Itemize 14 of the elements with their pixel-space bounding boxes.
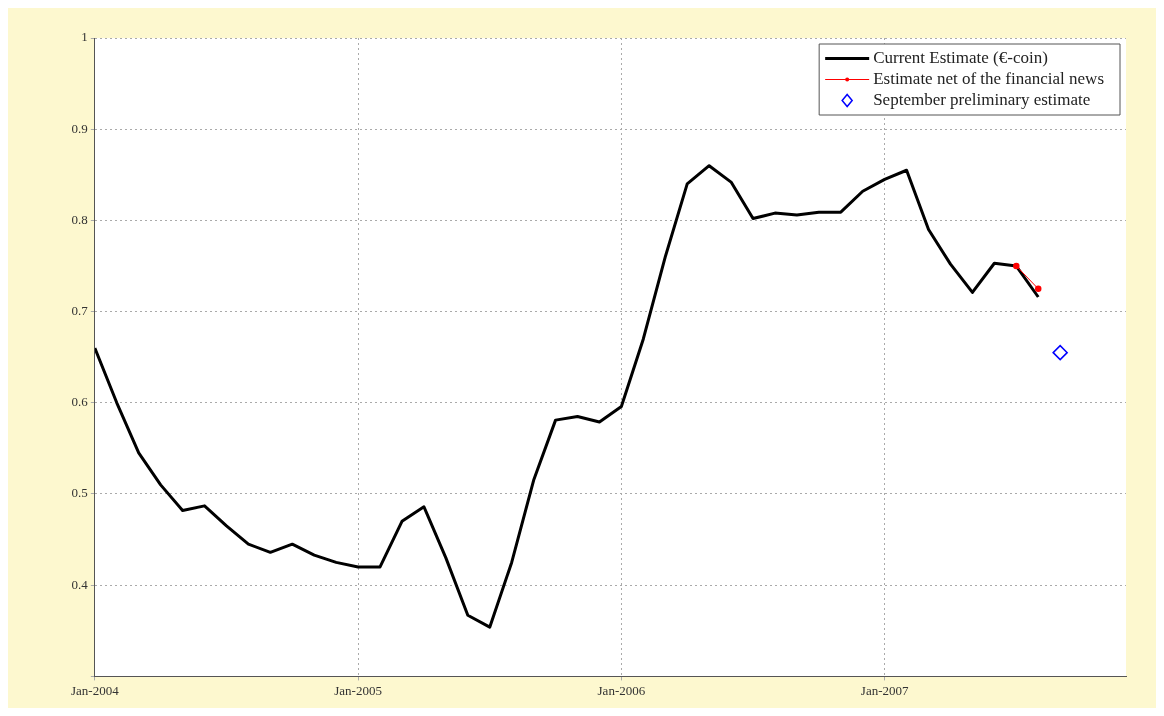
y-tick-label: 1	[81, 29, 88, 45]
y-tick-label: 0.5	[71, 485, 88, 501]
y-tick-label: 0.4	[71, 576, 89, 592]
x-tick-label: Jan-2004	[70, 682, 120, 698]
legend-label: Current Estimate (€-coin)	[873, 47, 1048, 67]
y-tick-label: 0.6	[71, 394, 89, 410]
y-tick-label: 0.8	[71, 211, 88, 227]
legend-label: September preliminary estimate	[873, 89, 1091, 109]
x-tick-label: Jan-2005	[334, 682, 382, 698]
y-tick-label: 0.7	[71, 303, 89, 319]
x-tick-label: Jan-2007	[860, 682, 909, 698]
x-tick-label: Jan-2006	[597, 682, 646, 698]
legend-label: Estimate net of the financial news	[873, 68, 1105, 88]
y-tick-label: 0.9	[71, 120, 88, 136]
